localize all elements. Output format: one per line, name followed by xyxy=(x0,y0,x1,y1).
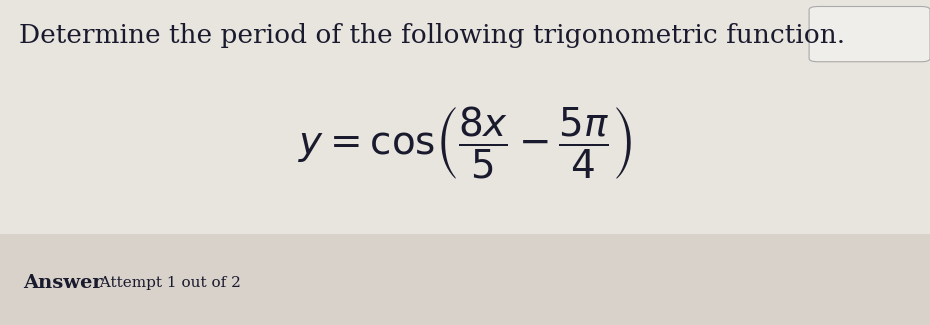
Text: Determine the period of the following trigonometric function.: Determine the period of the following tr… xyxy=(19,23,844,48)
Text: $y = \cos\!\left(\dfrac{8x}{5} - \dfrac{5\pi}{4}\right)$: $y = \cos\!\left(\dfrac{8x}{5} - \dfrac{… xyxy=(298,105,632,181)
Text: Attempt 1 out of 2: Attempt 1 out of 2 xyxy=(90,276,241,290)
FancyBboxPatch shape xyxy=(0,234,930,325)
FancyBboxPatch shape xyxy=(809,6,930,62)
Text: Answer: Answer xyxy=(23,274,103,292)
